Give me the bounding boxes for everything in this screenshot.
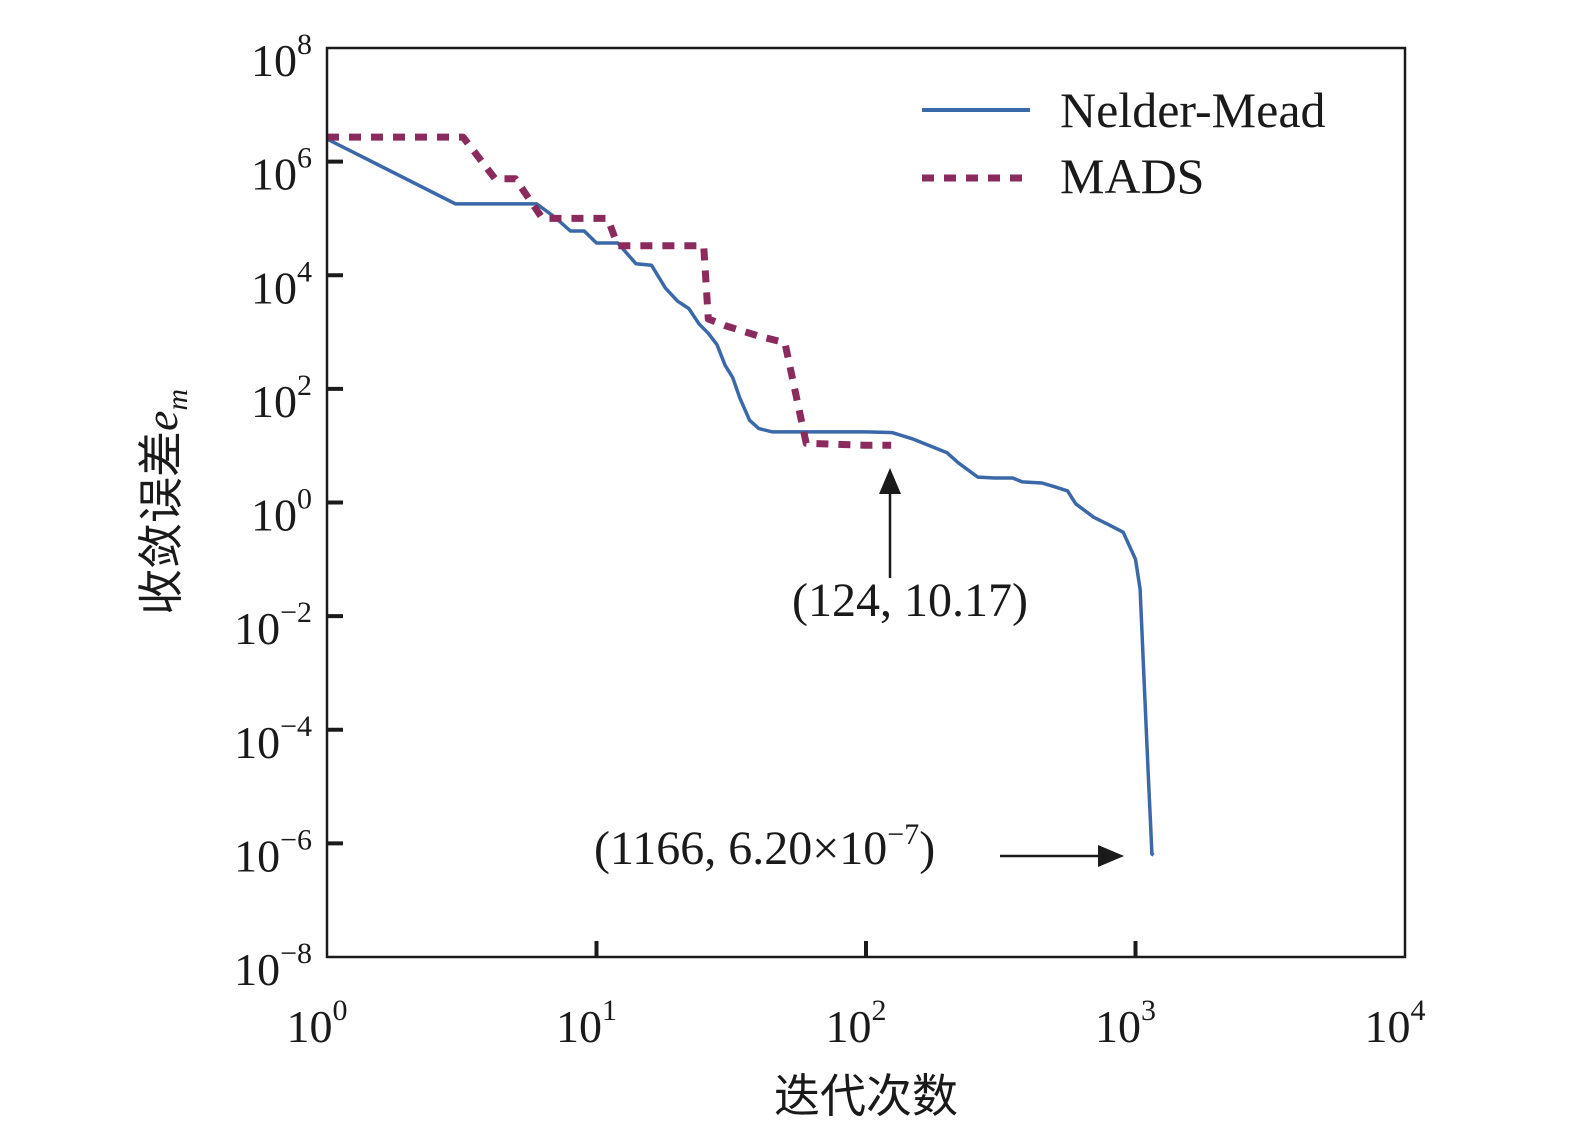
series-layer xyxy=(326,133,1155,857)
y-tick-label: 10−6 xyxy=(234,823,312,881)
y-ticks: 108 106 104 102 100 10−2 10−4 10−6 10−8 xyxy=(234,28,343,995)
x-ticks: 100 101 102 103 104 xyxy=(287,941,1426,1052)
y-axis-label-text: 收敛误差 xyxy=(134,431,188,615)
x-tick-label: 103 xyxy=(1095,994,1156,1052)
y-tick-label: 100 xyxy=(251,483,312,541)
x-tick-label: 104 xyxy=(1365,994,1426,1052)
y-tick-label: 10−2 xyxy=(234,596,312,654)
annotation-nm-arrow-head xyxy=(1098,845,1124,867)
annotation-nm-text-exp: −7 xyxy=(887,818,919,851)
annotation-mads-text: (124, 10.17) xyxy=(792,574,1028,627)
y-axis-label-symbol: e xyxy=(136,411,187,431)
x-axis-label: 迭代次数 xyxy=(774,1069,958,1123)
series-line-nelder-mead xyxy=(326,137,1155,857)
annotation-nm-final: (1166, 6.20×10−7) xyxy=(594,818,1124,875)
x-tick-label: 102 xyxy=(826,994,887,1052)
annotation-mads-arrow-head xyxy=(879,468,901,494)
x-tick-label: 101 xyxy=(556,994,617,1052)
legend-label-nelder-mead: Nelder-Mead xyxy=(1060,82,1326,138)
y-axis-label: 收敛误差em xyxy=(134,389,194,615)
legend: Nelder-Mead MADS xyxy=(922,82,1326,204)
y-axis-label-subscript: m xyxy=(161,389,194,411)
y-tick-label: 104 xyxy=(251,255,312,313)
plot-frame xyxy=(325,46,1407,959)
y-tick-label: 10−4 xyxy=(234,710,312,768)
series-line-mads xyxy=(327,133,892,449)
annotation-nm-text: (1166, 6.20×10−7) xyxy=(594,818,935,875)
legend-label-mads: MADS xyxy=(1060,148,1204,204)
annotation-nm-text-end: ) xyxy=(919,822,935,875)
y-tick-label: 102 xyxy=(251,369,312,427)
y-tick-label: 108 xyxy=(251,28,312,86)
x-tick-label: 100 xyxy=(287,994,348,1052)
annotation-mads-final: (124, 10.17) xyxy=(792,468,1028,627)
y-tick-label: 10−8 xyxy=(234,937,312,995)
y-tick-label: 106 xyxy=(251,142,312,200)
annotation-nm-text-main: (1166, 6.20×10 xyxy=(594,822,887,875)
